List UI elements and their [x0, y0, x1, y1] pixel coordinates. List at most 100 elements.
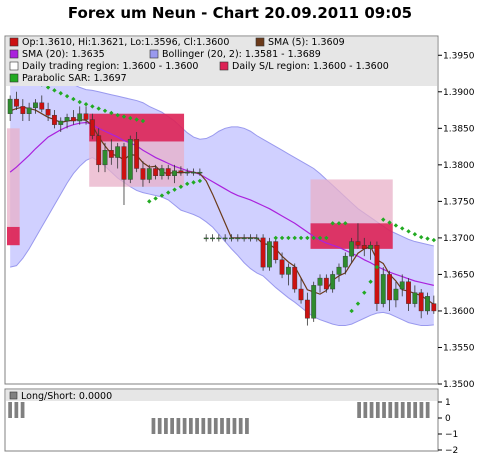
- sar-dot: [418, 234, 424, 240]
- candle: [355, 223, 361, 249]
- sar-dot: [412, 232, 418, 237]
- candle: [235, 234, 241, 242]
- candle-body: [418, 292, 424, 312]
- candle: [210, 234, 215, 242]
- price-axis: 1.3500 1.3550 1.3600 1.3650 1.3700 1.3750 1.38…: [438, 51, 475, 390]
- legend-entry: SMA (20): 1.3635: [22, 49, 105, 60]
- candle-body: [127, 139, 133, 180]
- candle: [374, 241, 380, 311]
- candle-body: [235, 237, 241, 240]
- sl-region-0: [7, 226, 20, 246]
- candle-body: [33, 102, 38, 109]
- candle: [267, 237, 272, 271]
- candle-body: [260, 237, 266, 268]
- candle: [279, 252, 285, 279]
- sar-dot: [330, 221, 335, 226]
- candle: [64, 113, 70, 129]
- candle-body: [380, 274, 386, 304]
- candle-body: [393, 288, 399, 301]
- candle-body: [39, 102, 45, 110]
- candle-body: [52, 114, 57, 125]
- candle: [254, 234, 260, 242]
- legend-entry: Parabolic SAR: 1.3697: [22, 73, 127, 84]
- candle: [146, 164, 152, 184]
- candle-body: [330, 274, 336, 290]
- candle-body: [45, 109, 51, 116]
- candle: [89, 113, 95, 140]
- sar-dot: [166, 190, 171, 195]
- long-short-axis: 1 0 −1 −2: [438, 398, 458, 456]
- long-short-bar: [357, 402, 361, 418]
- candle: [83, 106, 89, 125]
- long-short-bar: [170, 418, 175, 434]
- candle-body: [229, 237, 234, 240]
- candle-body: [317, 277, 323, 286]
- candle-body: [292, 266, 298, 290]
- candle: [102, 142, 108, 173]
- candle-body: [311, 285, 317, 319]
- price-tick-label: 1.3900: [443, 88, 475, 98]
- candle: [165, 164, 171, 180]
- candle: [197, 168, 203, 176]
- sar-dot: [172, 187, 177, 192]
- long-short-bar: [164, 418, 168, 434]
- candle-body: [241, 237, 247, 240]
- candle-body: [210, 237, 215, 240]
- candle-body: [267, 241, 272, 268]
- candle-body: [349, 241, 355, 257]
- sar-dot: [273, 235, 278, 241]
- candle: [26, 102, 32, 122]
- long-short-bar: [195, 418, 199, 434]
- long-short-bar: [407, 402, 411, 418]
- sar-dot: [71, 96, 76, 102]
- sar-dot: [58, 91, 63, 96]
- sar-dot: [425, 236, 430, 241]
- candle-body: [115, 146, 121, 158]
- candle-body: [20, 106, 26, 114]
- candle: [330, 270, 336, 293]
- sar-dot: [400, 226, 405, 231]
- candle-body: [431, 303, 437, 312]
- sar-dot: [109, 110, 114, 116]
- chart-title: Forex um Neun - Chart 20.09.2011 09:05: [67, 4, 413, 22]
- legend-entry: Daily trading region: 1.3600 - 1.3600: [22, 61, 198, 72]
- candle: [77, 106, 83, 125]
- sar-dot: [115, 112, 120, 118]
- legend-background: [6, 37, 437, 86]
- candle-body: [279, 259, 285, 275]
- candle-body: [342, 255, 348, 268]
- sar-dot: [324, 235, 329, 241]
- sar-dot: [374, 264, 380, 270]
- candle-body: [89, 119, 95, 136]
- candle: [323, 274, 329, 293]
- sar-dot: [96, 106, 101, 111]
- long-short-bar: [363, 402, 368, 418]
- candle-body: [304, 299, 310, 319]
- legend-swatch: [255, 37, 265, 47]
- long-short-bar: [425, 402, 430, 418]
- sar-dot: [178, 184, 184, 189]
- sar-dot: [362, 290, 367, 295]
- candle: [260, 234, 266, 271]
- sar-dot: [286, 235, 291, 241]
- price-tick-label: 1.3550: [443, 343, 475, 353]
- sar-dot: [311, 235, 316, 241]
- long-short-bar: [8, 402, 12, 418]
- long-short-bar: [182, 418, 187, 434]
- candle-body: [14, 98, 19, 107]
- candle-body: [399, 281, 405, 290]
- legend-entry: Daily S/L region: 1.3600 - 1.3600: [232, 61, 389, 72]
- candle-body: [7, 98, 13, 114]
- candle: [248, 234, 253, 242]
- candle-body: [165, 168, 171, 176]
- sar-dot: [134, 117, 139, 122]
- candle-body: [191, 171, 196, 174]
- candle: [216, 234, 222, 242]
- long-short-tick-label: −1: [445, 430, 458, 440]
- candle-body: [298, 288, 304, 301]
- candle: [108, 139, 114, 165]
- long-short-bar: [382, 402, 386, 418]
- candle: [336, 263, 342, 282]
- long-short-bar: [245, 418, 249, 434]
- candle: [349, 237, 355, 264]
